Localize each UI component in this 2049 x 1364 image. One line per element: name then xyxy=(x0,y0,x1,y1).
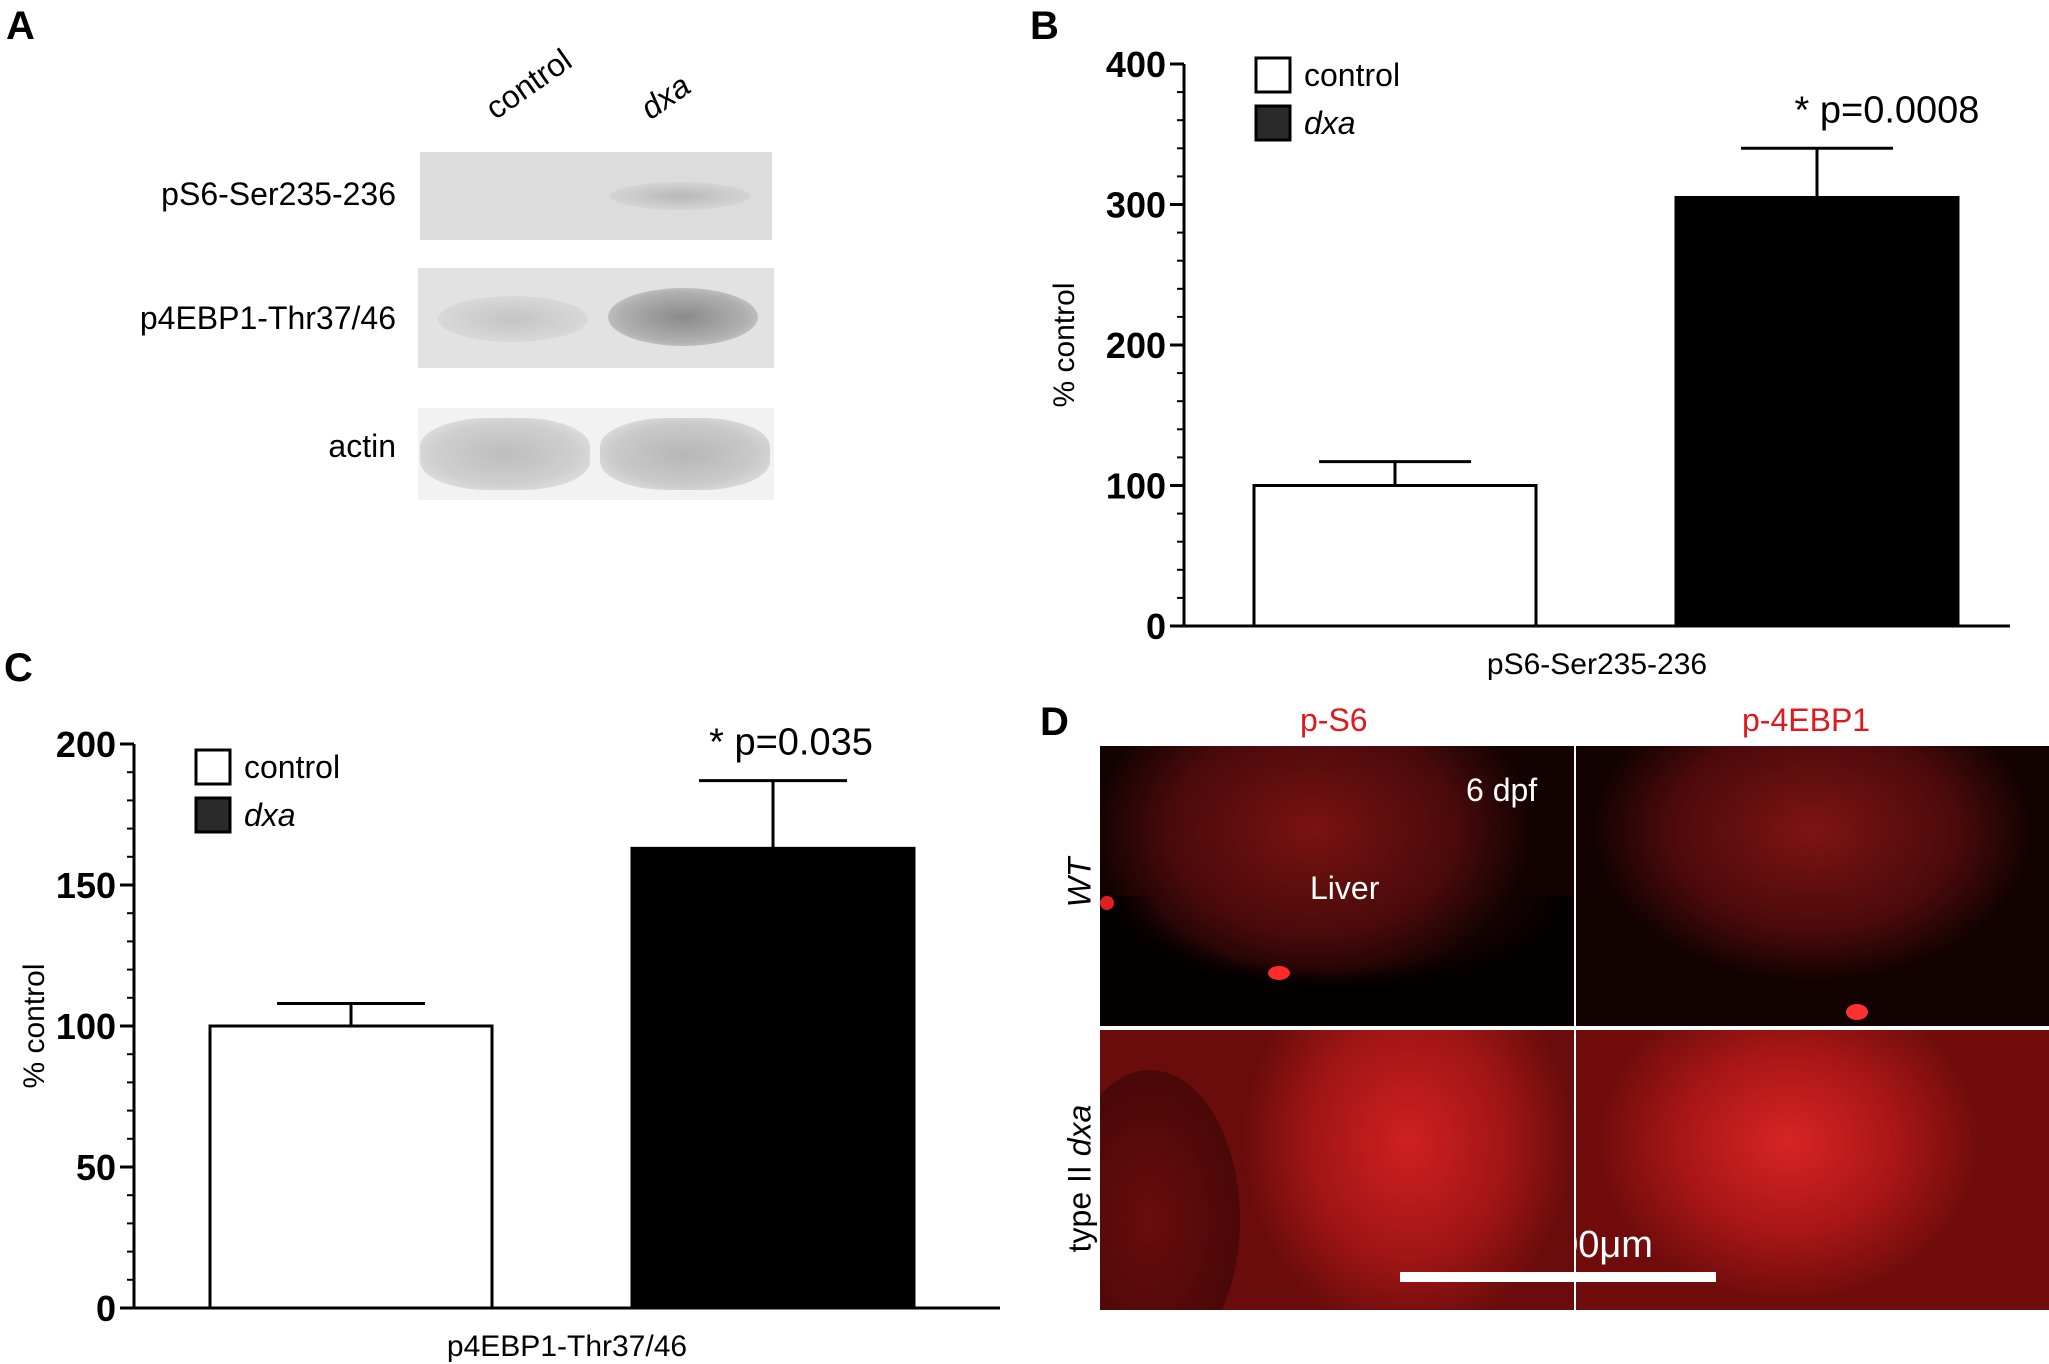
bar-dxa xyxy=(1674,195,1960,628)
legend-label-control: control xyxy=(1304,57,1400,93)
significance-annotation: * p=0.0008 xyxy=(1795,89,1980,131)
x-axis-label: pS6-Ser235-236 xyxy=(1487,648,1707,681)
panel-b-letter: B xyxy=(1030,4,1059,48)
y-axis-label: % control xyxy=(18,963,51,1088)
x-axis-label: p4EBP1-Thr37/46 xyxy=(447,1330,687,1363)
organ-label: Liver xyxy=(1310,870,1380,906)
y-tick-label: 100 xyxy=(1106,466,1166,507)
blot-strip-p4ebp1 xyxy=(418,268,774,368)
chart-b: 0 100 200 300 400 % control pS6-Ser235-236 * p=… xyxy=(1048,44,2010,681)
y-tick-label: 0 xyxy=(1146,606,1166,647)
micrograph-wt-ps6: 6 dpf Liver xyxy=(1100,746,1574,1026)
legend-label-dxa: dxa xyxy=(1304,105,1356,141)
micrograph-dxa-ps6 xyxy=(1100,1030,1574,1310)
panel-d-letter: D xyxy=(1040,700,1069,744)
micrograph-divider-horizontal xyxy=(1100,1026,2049,1030)
column-header-p4ebp1: p-4EBP1 xyxy=(1742,702,1871,738)
scale-bar-label: 100μm xyxy=(1576,1224,1653,1266)
y-axis-label: % control xyxy=(1048,282,1081,407)
blot-band-p4ebp1-control xyxy=(438,296,588,342)
legend-label-control: control xyxy=(244,749,340,785)
blot-band-p4ebp1-dxa xyxy=(608,288,758,346)
micrograph-wt-ps6-spot xyxy=(1268,966,1290,980)
scale-bar xyxy=(1576,1272,1716,1282)
blot-band-actin-dxa xyxy=(600,418,770,490)
bar-dxa xyxy=(630,846,916,1310)
y-tick-label: 200 xyxy=(56,724,116,765)
row-header-dxa: type II dxa xyxy=(1062,1069,1099,1289)
legend-label-dxa: dxa xyxy=(244,797,296,833)
micrograph-wt-p4ebp1-spot xyxy=(1846,1004,1868,1020)
legend-swatch-control xyxy=(1254,56,1292,94)
y-tick-label: 200 xyxy=(1106,325,1166,366)
row-header-dxa-prefix: type II xyxy=(1061,1156,1098,1253)
y-tick-label: 300 xyxy=(1106,185,1166,226)
blot-strip-actin xyxy=(418,408,774,500)
blot-label-ps6: pS6-Ser235-236 xyxy=(161,176,396,212)
bar-control xyxy=(1252,484,1538,628)
micrograph-dxa-p4ebp1: 100μm xyxy=(1576,1030,2049,1310)
panel-a-letter: A xyxy=(6,4,35,48)
row-header-dxa-italic: dxa xyxy=(1061,1104,1098,1157)
significance-annotation: * p=0.035 xyxy=(709,722,873,764)
bar-control xyxy=(208,1024,494,1310)
blot-label-p4ebp1: p4EBP1-Thr37/46 xyxy=(139,300,396,336)
micrograph-wt-ps6-spot xyxy=(1100,896,1114,910)
micrograph-wt-p4ebp1 xyxy=(1576,746,2049,1026)
y-tick-label: 50 xyxy=(76,1147,116,1188)
row-header-wt: WT xyxy=(1061,857,1098,908)
lane-label-control: control xyxy=(478,41,579,127)
blot-strip-ps6 xyxy=(420,152,772,240)
scale-bar xyxy=(1400,1272,1574,1282)
blot-band-ps6-dxa xyxy=(610,182,750,210)
blot-band-actin-control xyxy=(420,418,590,490)
y-tick-label: 150 xyxy=(56,865,116,906)
legend-swatch-control xyxy=(194,748,232,786)
legend-swatch-dxa xyxy=(194,796,232,834)
y-tick-label: 400 xyxy=(1106,44,1166,85)
column-header-ps6: p-S6 xyxy=(1300,702,1368,738)
panel-c-letter: C xyxy=(4,646,33,690)
micrograph-dxa-ps6-dark-lobe xyxy=(1100,1070,1240,1310)
blot-label-actin: actin xyxy=(328,428,396,464)
y-tick-label: 100 xyxy=(56,1006,116,1047)
chart-c: 0 50 100 150 200 % control p4EBP1-Thr37/46 * p=… xyxy=(18,722,1000,1363)
legend-swatch-dxa xyxy=(1254,104,1292,142)
y-tick-label: 0 xyxy=(96,1288,116,1329)
micrograph-wt-ps6-edge xyxy=(1100,896,1574,1026)
lane-label-dxa: dxa xyxy=(633,67,697,127)
stage-label: 6 dpf xyxy=(1466,772,1538,808)
